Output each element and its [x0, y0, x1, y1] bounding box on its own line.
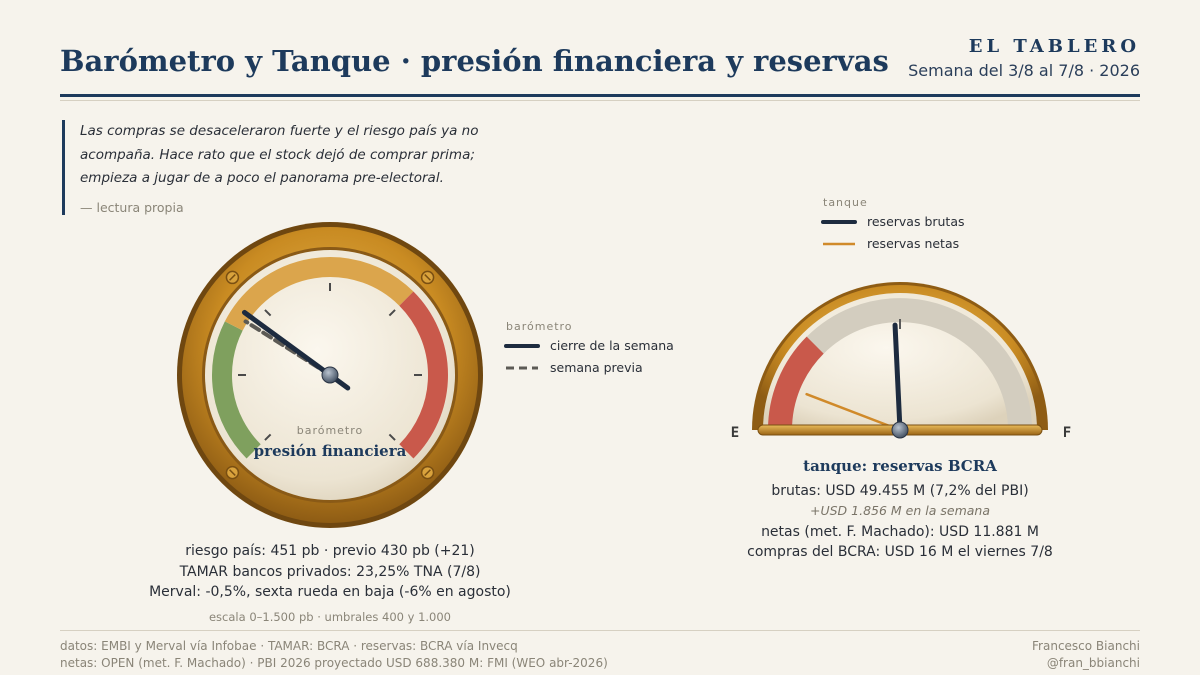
- stat-line: netas (met. F. Machado): USD 11.881 M: [761, 523, 1039, 540]
- screw-icon: [420, 270, 435, 285]
- screw-icon: [420, 465, 435, 480]
- tank: E F: [731, 282, 1071, 441]
- tank-gross-needle: [892, 322, 903, 433]
- quote-block: Las compras se desaceleraron fuerte y el…: [62, 120, 520, 215]
- header-rule-thin: [60, 100, 1140, 101]
- tank-net-needle: [805, 392, 902, 432]
- stat-line: compras del BCRA: USD 16 M el viernes 7/…: [747, 544, 1053, 560]
- quote-line: empieza a jugar de a poco el panorama pr…: [80, 170, 444, 186]
- tank-full-label: F: [1063, 425, 1071, 441]
- screw-icon: [225, 465, 240, 480]
- barometer-label: presión financiera: [254, 442, 407, 460]
- barometer-legend-title: barómetro: [506, 320, 573, 333]
- barometer-legend-item: cierre de la semana: [550, 338, 674, 353]
- barometer-tick: [264, 433, 272, 441]
- screw-slot: [424, 469, 431, 476]
- tank-bands: [768, 298, 1032, 431]
- footer-line: netas: OPEN (met. F. Machado) · PBI 2026…: [60, 656, 608, 670]
- barometer-tick: [264, 309, 272, 317]
- barometer-hub: [321, 366, 339, 384]
- screw-slot: [424, 274, 431, 281]
- tank-legend-item: reservas brutas: [867, 214, 965, 229]
- screw-icon: [225, 270, 240, 285]
- stat-line: brutas: USD 49.455 M (7,2% del PBI): [771, 482, 1029, 499]
- screw-slot: [229, 469, 236, 476]
- stat-line: Merval: -0,5%, sexta rueda en baja (-6% …: [149, 584, 511, 600]
- tank-empty-label: E: [731, 425, 739, 441]
- stat-weekly: +USD 1.856 M en la semana: [810, 503, 990, 518]
- barometer-legend-item: semana previa: [550, 360, 643, 375]
- stat-line: riesgo país: 451 pb · previo 430 pb (+21…: [185, 543, 475, 559]
- scale-note: escala 0–1.500 pb · umbrales 400 y 1.000: [208, 609, 452, 624]
- tank-red-zone: [768, 336, 824, 431]
- footer-author: Francesco Bianchi @fran_bbianchi: [1032, 638, 1140, 672]
- page-title: Barómetro y Tanque · presión financiera …: [60, 44, 889, 78]
- barometer-legend: barómetro cierre de la semana semana pre…: [504, 320, 674, 375]
- tank-legend-item: reservas netas: [867, 236, 959, 251]
- barometer-tick: [388, 309, 396, 317]
- barometer-screws: [225, 270, 435, 480]
- screw-slot: [229, 274, 236, 281]
- tank-legend-title: tanque: [823, 196, 868, 209]
- barometer-band-high: [399, 291, 448, 459]
- tank-legend: tanque reservas brutas reservas netas: [821, 196, 965, 251]
- week-range: Semana del 3/8 al 7/8 · 2026: [908, 61, 1140, 80]
- tank-hub: [891, 421, 909, 439]
- tank-title: tanque: reservas BCRA: [803, 457, 997, 475]
- stat-line: TAMAR bancos privados: 23,25% TNA (7/8): [179, 563, 481, 580]
- barometer-ticks: [238, 283, 422, 441]
- barometer-band-low: [212, 321, 261, 459]
- header-rule: [60, 94, 1140, 97]
- barometer-tick: [388, 433, 396, 441]
- barometer-kicker: barómetro: [297, 424, 364, 437]
- quote-line: acompaña. Hace rato que el stock dejó de…: [80, 146, 475, 163]
- barometer-stats: riesgo país: 451 pb · previo 430 pb (+21…: [130, 541, 530, 627]
- barometer-bands: [212, 257, 448, 459]
- footer-sources: datos: EMBI y Merval vía Infobae · TAMAR…: [60, 638, 608, 672]
- brand-name: EL TABLERO: [968, 36, 1140, 57]
- author-name: Francesco Bianchi: [1032, 639, 1140, 653]
- footer-rule: [60, 630, 1140, 631]
- barometer-band-mid: [224, 257, 414, 331]
- barometer: barómetro presión financiera: [177, 222, 483, 528]
- tank-stats: tanque: reservas BCRA brutas: USD 49.455…: [700, 456, 1100, 563]
- quote-source: — lectura propia: [80, 199, 184, 215]
- author-handle: @fran_bbianchi: [1046, 656, 1140, 670]
- footer-line: datos: EMBI y Merval vía Infobae · TAMAR…: [60, 639, 518, 653]
- quote-line: Las compras se desaceleraron fuerte y el…: [80, 123, 479, 139]
